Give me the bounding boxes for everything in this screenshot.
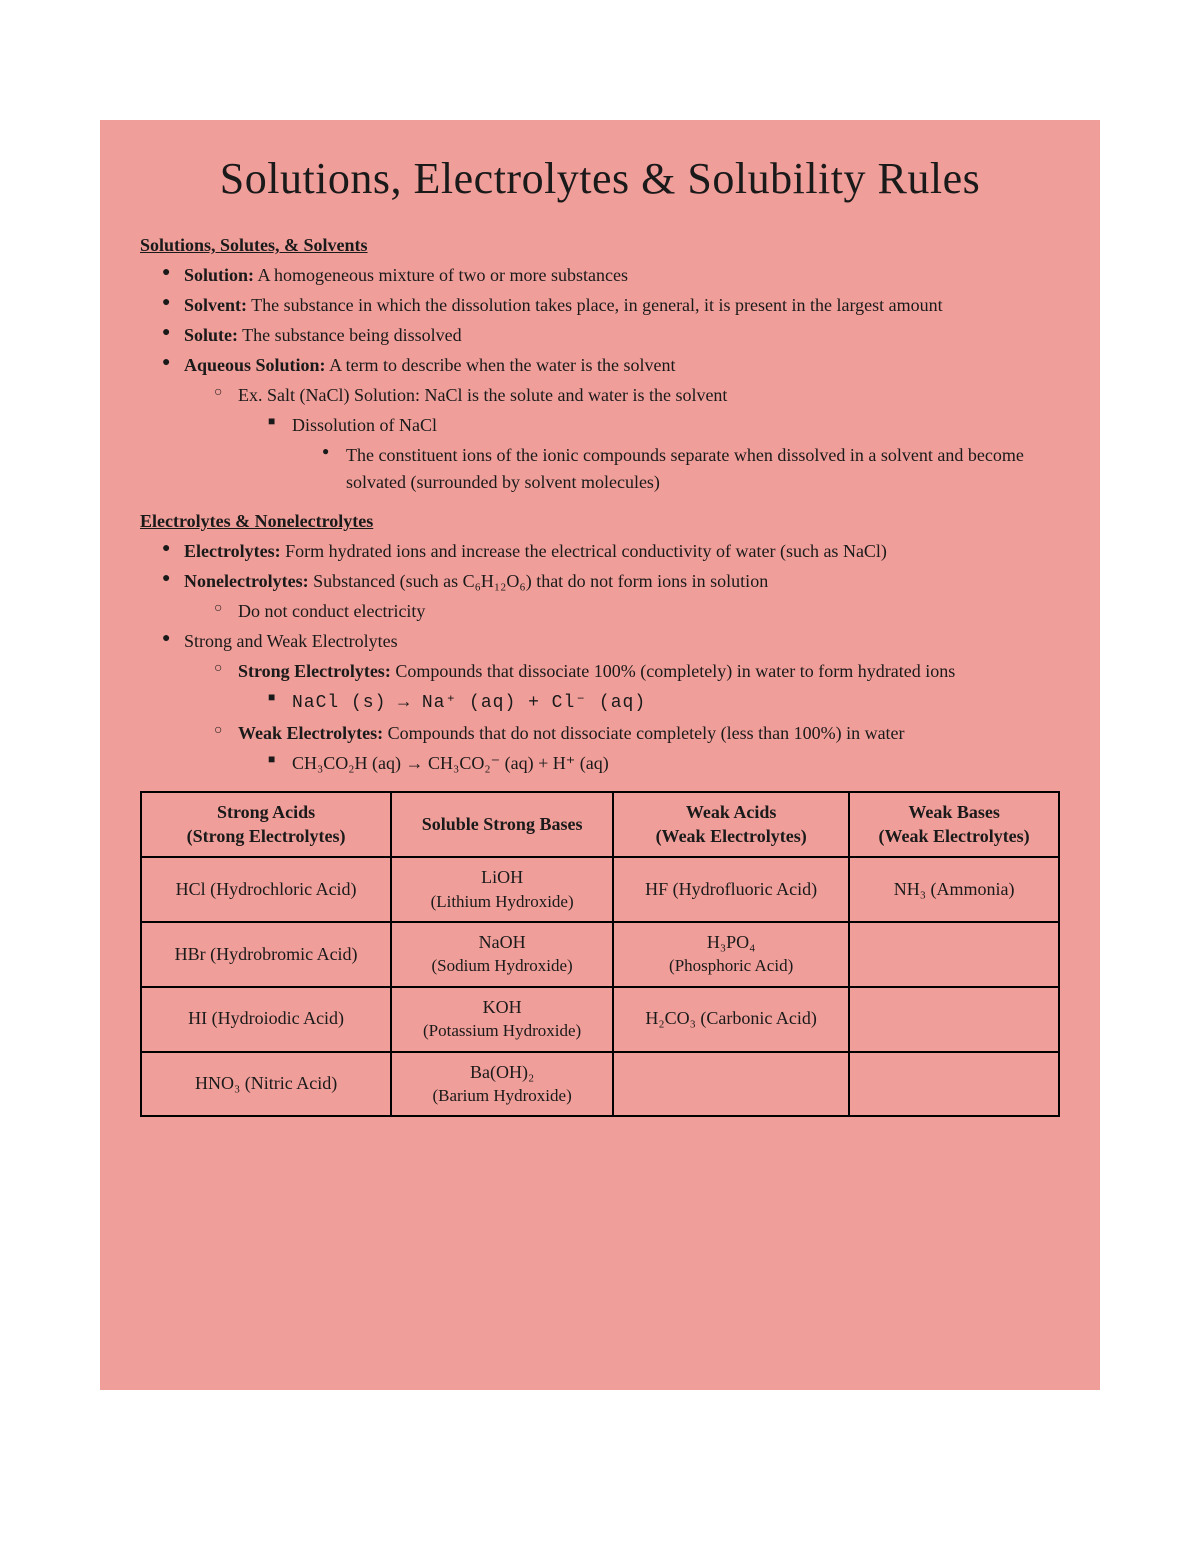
nonelec-sub: Do not conduct electricity [214, 598, 1060, 626]
page: Solutions, Electrolytes & Solubility Rul… [0, 0, 1200, 1553]
table-header-row: Strong Acids (Strong Electrolytes) Solub… [141, 792, 1059, 857]
section1-list: Solution: A homogeneous mixture of two o… [140, 262, 1060, 497]
cell-r1-c2b: (Sodium Hydroxide) [432, 956, 573, 975]
cell-r2-c2b: (Potassium Hydroxide) [423, 1021, 581, 1040]
cell-r2-c1: HI (Hydroiodic Acid) [141, 987, 391, 1052]
cell-r3-c2a: Ba(OH)₂ [470, 1062, 534, 1082]
def-solvent-text: The substance in which the dissolution t… [247, 295, 943, 315]
th-c2a: Soluble Strong Bases [422, 814, 583, 834]
strong-eq: NaCl (s) → Na⁺ (aq) + Cl⁻ (aq) [268, 688, 1060, 718]
cell-r1-c3: H₃PO₄ (Phosphoric Acid) [613, 922, 849, 987]
def-solute: Solute: The substance being dissolved [162, 322, 1060, 350]
cell-r0-c4: NH₃ (Ammonia) [849, 857, 1059, 922]
cell-r1-c3b: (Phosphoric Acid) [669, 956, 793, 975]
term-aqueous: Aqueous Solution: [184, 355, 326, 375]
cell-r0-c2: LiOH (Lithium Hydroxide) [391, 857, 613, 922]
weak-eq: CH₃CO₂H (aq) → CH₃CO₂⁻ (aq) + H⁺ (aq) [268, 750, 1060, 778]
dissolution-detail-list: The constituent ions of the ionic compou… [292, 442, 1060, 498]
cell-r3-c2b: (Barium Hydroxide) [432, 1086, 571, 1105]
strong-weak-sublist: Strong Electrolytes: Compounds that diss… [184, 658, 1060, 778]
cell-r0-c2a: LiOH [481, 867, 523, 887]
def-solvent: Solvent: The substance in which the diss… [162, 292, 1060, 320]
weak-eq-text: CH₃CO₂H (aq) → CH₃CO₂⁻ (aq) + H⁺ (aq) [292, 753, 609, 773]
cell-r0-c1: HCl (Hydrochloric Acid) [141, 857, 391, 922]
term-weak-elec: Weak Electrolytes: [238, 723, 383, 743]
def-electrolytes: Electrolytes: Form hydrated ions and inc… [162, 538, 1060, 566]
section2-heading: Electrolytes & Nonelectrolytes [140, 511, 1060, 532]
def-solution-text: A homogeneous mixture of two or more sub… [254, 265, 628, 285]
cell-r1-c2: NaOH (Sodium Hydroxide) [391, 922, 613, 987]
section1-heading: Solutions, Solutes, & Solvents [140, 235, 1060, 256]
cell-r2-c3: H₂CO₃ (Carbonic Acid) [613, 987, 849, 1052]
dissolution-list: Dissolution of NaCl The constituent ions… [238, 412, 1060, 498]
strong-electrolytes-item: Strong Electrolytes: Compounds that diss… [214, 658, 1060, 718]
def-strong-elec: Compounds that dissociate 100% (complete… [391, 661, 955, 681]
def-aqueous: Aqueous Solution: A term to describe whe… [162, 352, 1060, 497]
cell-r1-c4 [849, 922, 1059, 987]
th-c4b: (Weak Electrolytes) [879, 826, 1030, 846]
cell-r2-c2: KOH (Potassium Hydroxide) [391, 987, 613, 1052]
strong-eq-list: NaCl (s) → Na⁺ (aq) + Cl⁻ (aq) [238, 688, 1060, 718]
term-solute: Solute: [184, 325, 238, 345]
dissolution-label: Dissolution of NaCl [292, 415, 437, 435]
cell-r1-c3a: H₃PO₄ [707, 932, 756, 952]
cell-r3-c3 [613, 1052, 849, 1117]
dissolution-item: Dissolution of NaCl The constituent ions… [268, 412, 1060, 498]
term-solution: Solution: [184, 265, 254, 285]
weak-eq-list: CH₃CO₂H (aq) → CH₃CO₂⁻ (aq) + H⁺ (aq) [238, 750, 1060, 778]
th-strong-acids: Strong Acids (Strong Electrolytes) [141, 792, 391, 857]
term-strong-elec: Strong Electrolytes: [238, 661, 391, 681]
aqueous-example-text: Ex. Salt (NaCl) Solution: NaCl is the so… [238, 385, 727, 405]
section2-list: Electrolytes: Form hydrated ions and inc… [140, 538, 1060, 777]
aqueous-sublist: Ex. Salt (NaCl) Solution: NaCl is the so… [184, 382, 1060, 498]
def-nonelectrolytes: Nonelectrolytes: Substanced (such as C₆H… [162, 568, 1060, 626]
th-weak-acids: Weak Acids (Weak Electrolytes) [613, 792, 849, 857]
table-row: HCl (Hydrochloric Acid) LiOH (Lithium Hy… [141, 857, 1059, 922]
note-sheet: Solutions, Electrolytes & Solubility Rul… [100, 120, 1100, 1390]
def-electrolytes-text: Form hydrated ions and increase the elec… [281, 541, 887, 561]
cell-r3-c2: Ba(OH)₂ (Barium Hydroxide) [391, 1052, 613, 1117]
th-weak-bases: Weak Bases (Weak Electrolytes) [849, 792, 1059, 857]
term-electrolytes: Electrolytes: [184, 541, 281, 561]
table-row: HNO₃ (Nitric Acid) Ba(OH)₂ (Barium Hydro… [141, 1052, 1059, 1117]
nonelec-sublist: Do not conduct electricity [184, 598, 1060, 626]
cell-r1-c2a: NaOH [479, 932, 526, 952]
cell-r2-c4 [849, 987, 1059, 1052]
table-row: HI (Hydroiodic Acid) KOH (Potassium Hydr… [141, 987, 1059, 1052]
th-c3b: (Weak Electrolytes) [656, 826, 807, 846]
page-title: Solutions, Electrolytes & Solubility Rul… [140, 150, 1060, 207]
th-c4a: Weak Bases [908, 802, 1000, 822]
cell-r3-c4 [849, 1052, 1059, 1117]
term-nonelectrolytes: Nonelectrolytes: [184, 571, 309, 591]
cell-r1-c1: HBr (Hydrobromic Acid) [141, 922, 391, 987]
def-solution: Solution: A homogeneous mixture of two o… [162, 262, 1060, 290]
cell-r0-c2b: (Lithium Hydroxide) [431, 892, 574, 911]
term-solvent: Solvent: [184, 295, 247, 315]
cell-r0-c3: HF (Hydrofluoric Acid) [613, 857, 849, 922]
strong-weak-heading: Strong and Weak Electrolytes [184, 631, 398, 651]
aqueous-example: Ex. Salt (NaCl) Solution: NaCl is the so… [214, 382, 1060, 498]
def-weak-elec: Compounds that do not dissociate complet… [383, 723, 904, 743]
cell-r3-c1: HNO₃ (Nitric Acid) [141, 1052, 391, 1117]
electrolytes-table: Strong Acids (Strong Electrolytes) Solub… [140, 791, 1060, 1117]
def-solute-text: The substance being dissolved [238, 325, 462, 345]
th-c3a: Weak Acids [686, 802, 777, 822]
cell-r2-c2a: KOH [483, 997, 522, 1017]
strong-eq-text: NaCl (s) → Na⁺ (aq) + Cl⁻ (aq) [292, 693, 646, 713]
weak-electrolytes-item: Weak Electrolytes: Compounds that do not… [214, 720, 1060, 778]
th-strong-bases: Soluble Strong Bases [391, 792, 613, 857]
strong-weak-heading-item: Strong and Weak Electrolytes Strong Elec… [162, 628, 1060, 777]
table-row: HBr (Hydrobromic Acid) NaOH (Sodium Hydr… [141, 922, 1059, 987]
dissolution-detail: The constituent ions of the ionic compou… [322, 442, 1060, 498]
def-nonelectrolytes-text: Substanced (such as C₆H₁₂O₆) that do not… [309, 571, 769, 591]
th-c1a: Strong Acids [217, 802, 315, 822]
def-aqueous-text: A term to describe when the water is the… [326, 355, 676, 375]
th-c1b: (Strong Electrolytes) [187, 826, 346, 846]
